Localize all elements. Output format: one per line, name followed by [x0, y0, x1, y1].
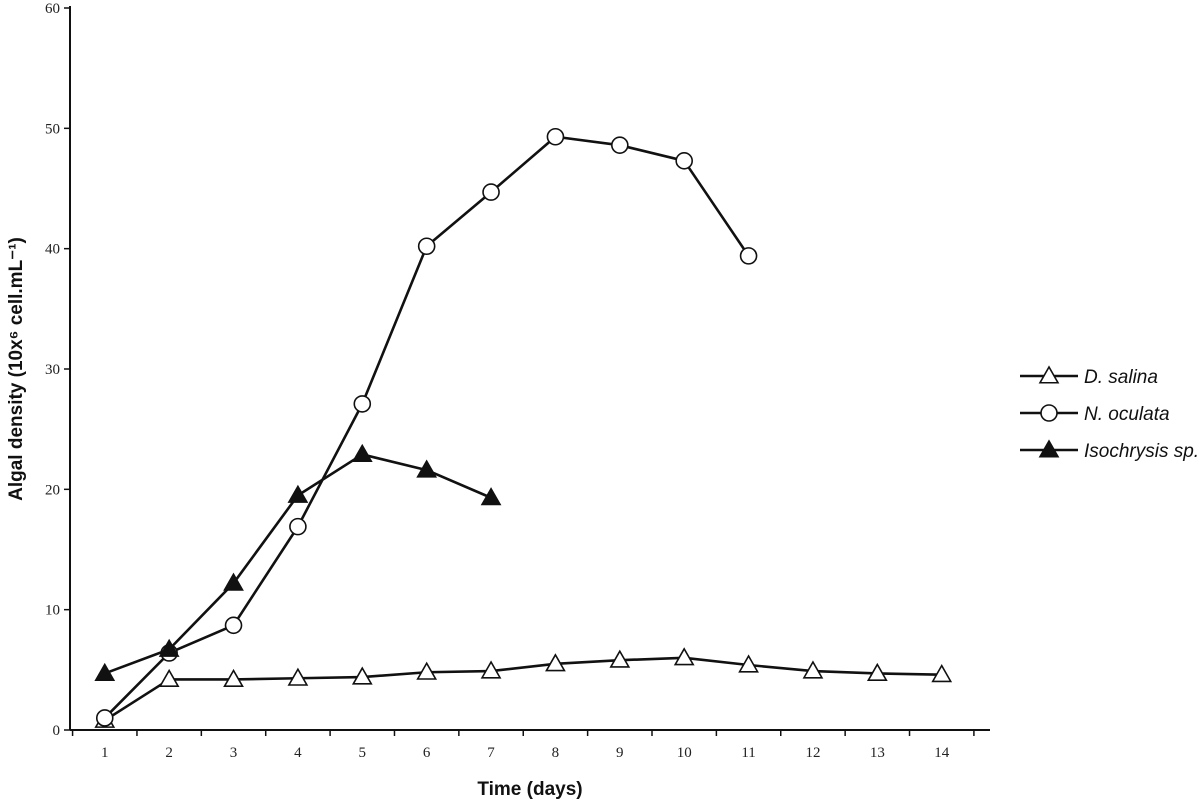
- data-point: [351, 666, 373, 685]
- x-tick-label: 4: [294, 745, 302, 761]
- x-tick-label: 10: [677, 745, 692, 761]
- data-point: [289, 517, 307, 536]
- series-group: [94, 647, 953, 728]
- data-point: [224, 616, 243, 635]
- data-point: [223, 668, 244, 688]
- data-point: [546, 127, 565, 146]
- x-tick-label: 5: [359, 745, 367, 761]
- data-point: [673, 647, 695, 666]
- data-point: [609, 649, 631, 668]
- x-tick-label: 12: [805, 745, 820, 761]
- legend-label: N. oculata: [1084, 404, 1170, 425]
- x-tick-label: 13: [870, 745, 885, 761]
- legend-item: Isochrysis sp.: [1020, 439, 1199, 462]
- data-point: [802, 660, 824, 679]
- y-tick-label: 60: [45, 1, 60, 17]
- y-tick-label: 10: [45, 603, 60, 619]
- y-tick-label: 30: [45, 362, 60, 378]
- data-point: [480, 660, 502, 679]
- x-tick-label: 1: [101, 745, 109, 761]
- data-point: [482, 183, 500, 201]
- data-point: [480, 487, 502, 506]
- series-group: [95, 127, 758, 727]
- y-tick-label: 20: [45, 482, 60, 498]
- data-point: [931, 664, 953, 683]
- x-tick-label: 7: [487, 745, 495, 761]
- legend-item: D. salina: [1020, 365, 1158, 388]
- data-point: [611, 136, 629, 154]
- x-tick-label: 14: [934, 745, 950, 761]
- chart-series: [94, 127, 953, 728]
- legend-item: N. oculata: [1020, 404, 1170, 425]
- x-tick-label: 9: [616, 745, 624, 761]
- x-axis-title: Time (days): [477, 779, 582, 800]
- chart-axes: [69, 6, 990, 731]
- x-tick-label: 2: [165, 745, 173, 761]
- series-group: [94, 443, 502, 681]
- data-point: [158, 668, 180, 688]
- y-axis-title: Algal density (10x⁶ cell.mL⁻¹): [6, 237, 27, 501]
- data-point: [223, 572, 244, 591]
- data-point: [94, 662, 116, 681]
- legend-label: D. salina: [1084, 367, 1158, 388]
- data-point: [95, 709, 114, 727]
- data-point: [866, 662, 888, 681]
- data-point: [416, 459, 438, 478]
- legend-marker: [1038, 365, 1060, 384]
- data-point: [738, 654, 759, 673]
- data-point: [417, 237, 436, 256]
- legend-label: Isochrysis sp.: [1084, 441, 1199, 462]
- y-tick-label: 50: [45, 121, 60, 137]
- series-line: [104, 656, 942, 722]
- data-point: [545, 653, 566, 672]
- legend-marker: [1038, 439, 1060, 458]
- x-tick-label: 8: [552, 745, 560, 761]
- data-point: [739, 247, 758, 265]
- data-point: [287, 667, 309, 686]
- data-point: [158, 638, 180, 657]
- y-tick-label: 0: [53, 723, 61, 739]
- data-point: [353, 395, 372, 413]
- data-point: [287, 484, 309, 503]
- data-point: [351, 443, 373, 462]
- chart-legend: D. salina N. oculata Isochrysis sp.: [1020, 365, 1199, 462]
- series-line: [103, 135, 750, 719]
- x-tick-label: 6: [423, 745, 431, 761]
- x-tick-label: 3: [230, 745, 238, 761]
- data-point: [675, 152, 693, 170]
- data-point: [416, 661, 438, 680]
- x-tick-label: 11: [741, 745, 755, 761]
- y-tick-label: 40: [45, 242, 60, 258]
- legend-marker: [1040, 404, 1058, 422]
